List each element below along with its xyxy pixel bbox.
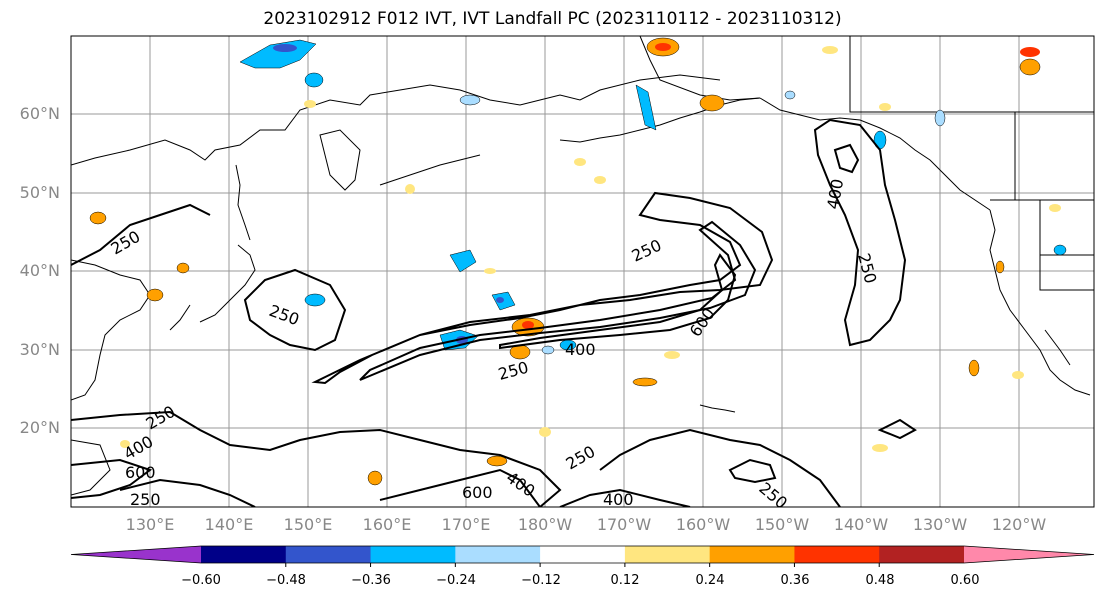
colorbar-segment [540, 546, 626, 563]
colorbar-tick-label: −0.24 [436, 573, 476, 588]
colorbar-tick-label: 0.24 [695, 573, 725, 588]
colorbar-tick-label: −0.12 [521, 573, 561, 588]
lon-tick-label: 120°W [991, 515, 1047, 534]
lon-tick-label: 130°W [912, 515, 968, 534]
lon-tick-label: 160°W [675, 515, 731, 534]
colorbar-tick-label: 0.48 [865, 573, 895, 588]
contour-label: 250 [130, 490, 161, 509]
colorbar-tick-label: −0.36 [351, 573, 391, 588]
lat-tick-label: 20°N [19, 418, 60, 437]
colorbar-tick-label: −0.60 [181, 573, 221, 588]
lat-tick-label: 60°N [19, 104, 60, 123]
lat-tick-label: 30°N [19, 340, 60, 359]
pc-shading [89, 37, 1067, 486]
colorbar-tick-label: 0.60 [950, 573, 980, 588]
map-frame [70, 35, 1095, 508]
contour-label: 400 [565, 340, 596, 359]
lon-tick-label: 170°E [441, 515, 491, 534]
ivt-contours [71, 118, 917, 507]
colorbar-segment [879, 546, 965, 563]
colorbar-extend-min [71, 546, 201, 563]
lon-tick-label: 150°W [754, 515, 810, 534]
lon-tick-label: 150°E [283, 515, 333, 534]
lon-tick-label: 130°E [125, 515, 175, 534]
graticule [71, 36, 1094, 507]
lon-tick-label: 180°W [517, 515, 573, 534]
colorbar-segment [624, 546, 711, 563]
colorbar-segment [455, 546, 541, 563]
lon-tick-label: 140°E [204, 515, 254, 534]
lat-tick-label: 40°N [19, 261, 60, 280]
colorbar-outline [70, 545, 1095, 564]
colorbar-tick-label: 0.36 [780, 573, 810, 588]
colorbar-segment [709, 546, 795, 563]
colorbar-segment [201, 546, 287, 563]
colorbar-extend-max [964, 546, 1094, 563]
contour-label: 400 [603, 490, 634, 509]
colorbar-segment [794, 546, 880, 563]
coastlines [71, 36, 1094, 496]
lon-tick-label: 170°W [596, 515, 652, 534]
lon-tick-label: 140°W [833, 515, 889, 534]
colorbar-tick-label: 0.12 [610, 573, 640, 588]
contour-label: 600 [462, 483, 493, 502]
lat-tick-label: 50°N [19, 183, 60, 202]
contour-label: 600 [125, 463, 156, 482]
colorbar [70, 545, 1095, 567]
colorbar-tick-label: −0.48 [266, 573, 306, 588]
lon-tick-label: 160°E [362, 515, 412, 534]
colorbar-segment [285, 546, 372, 563]
map-title: 2023102912 F012 IVT, IVT Landfall PC (20… [263, 9, 842, 29]
colorbar-segment [370, 546, 456, 563]
